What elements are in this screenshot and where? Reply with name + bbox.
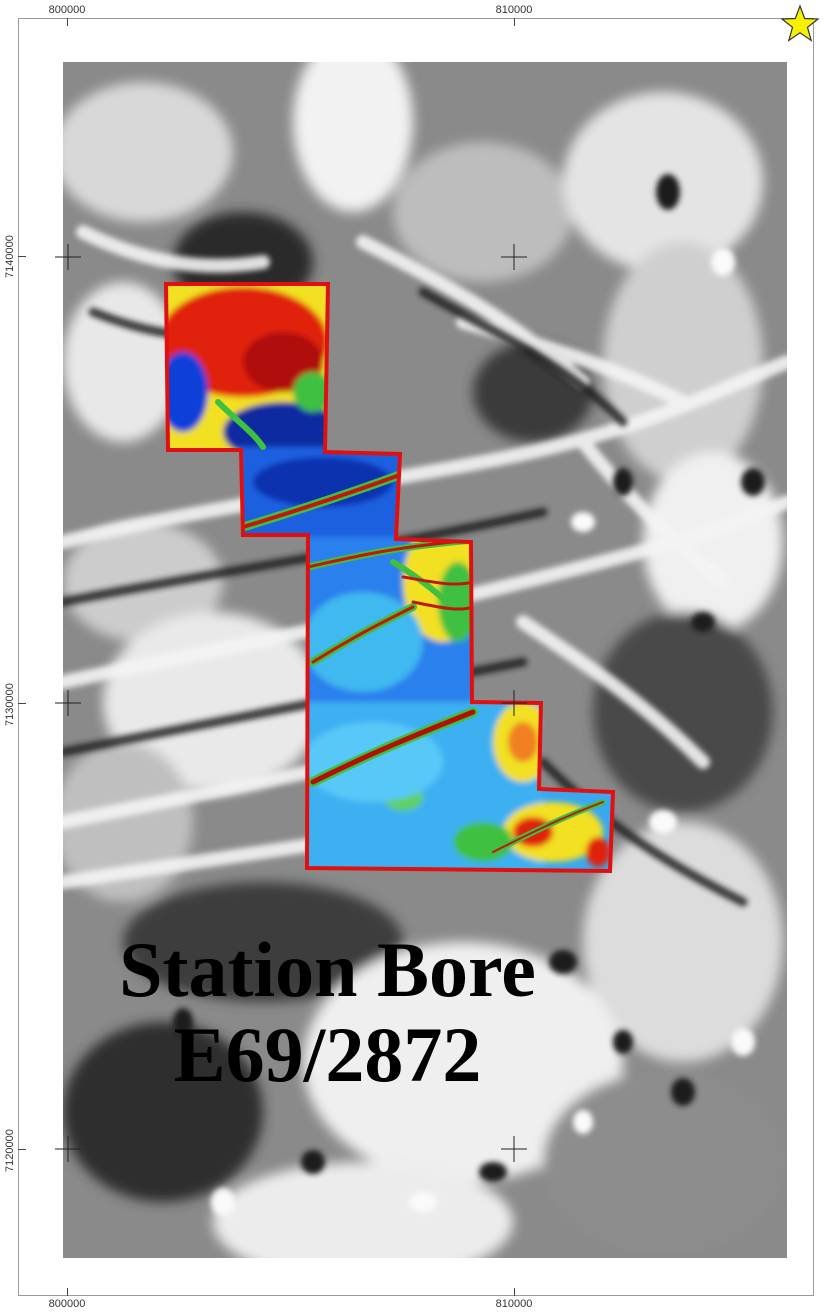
tick-top-800000 xyxy=(67,18,68,26)
bright-anomaly-spots xyxy=(211,248,755,1216)
tenement-boundary xyxy=(163,282,616,874)
easting-label-810000-top: 810000 xyxy=(495,4,533,16)
tick-left-7130000 xyxy=(18,703,26,704)
grid-cross-800000-7130000 xyxy=(55,690,81,716)
background-texture xyxy=(63,62,783,1258)
magnetic-image-map xyxy=(63,62,787,1258)
grid-cross-810000-7140000 xyxy=(501,244,527,270)
tick-bottom-800000 xyxy=(67,1288,68,1296)
star-icon xyxy=(780,4,820,42)
easting-label-810000-bottom: 810000 xyxy=(495,1298,533,1310)
grid-cross-810000-7120000 xyxy=(501,1136,527,1162)
dark-anomaly-spots xyxy=(173,174,765,1182)
map-title-project: Station Bore xyxy=(119,926,536,1013)
northing-label-7130000: 7130000 xyxy=(4,683,16,726)
map-title-tenement: E69/2872 xyxy=(173,1011,482,1098)
tick-left-7120000 xyxy=(18,1149,26,1150)
tick-bottom-810000 xyxy=(514,1288,515,1296)
tick-left-7140000 xyxy=(18,256,26,257)
tick-top-810000 xyxy=(514,18,515,26)
grid-cross-810000-7130000 xyxy=(501,690,527,716)
magnetic-image-svg xyxy=(63,62,787,1258)
grid-cross-800000-7120000 xyxy=(55,1136,81,1162)
grid-cross-800000-7140000 xyxy=(55,244,81,270)
northing-label-7120000: 7120000 xyxy=(4,1129,16,1172)
northing-label-7140000: 7140000 xyxy=(4,235,16,278)
easting-label-800000-top: 800000 xyxy=(48,4,86,16)
map-frame xyxy=(18,18,814,1296)
easting-label-800000-bottom: 800000 xyxy=(48,1298,86,1310)
